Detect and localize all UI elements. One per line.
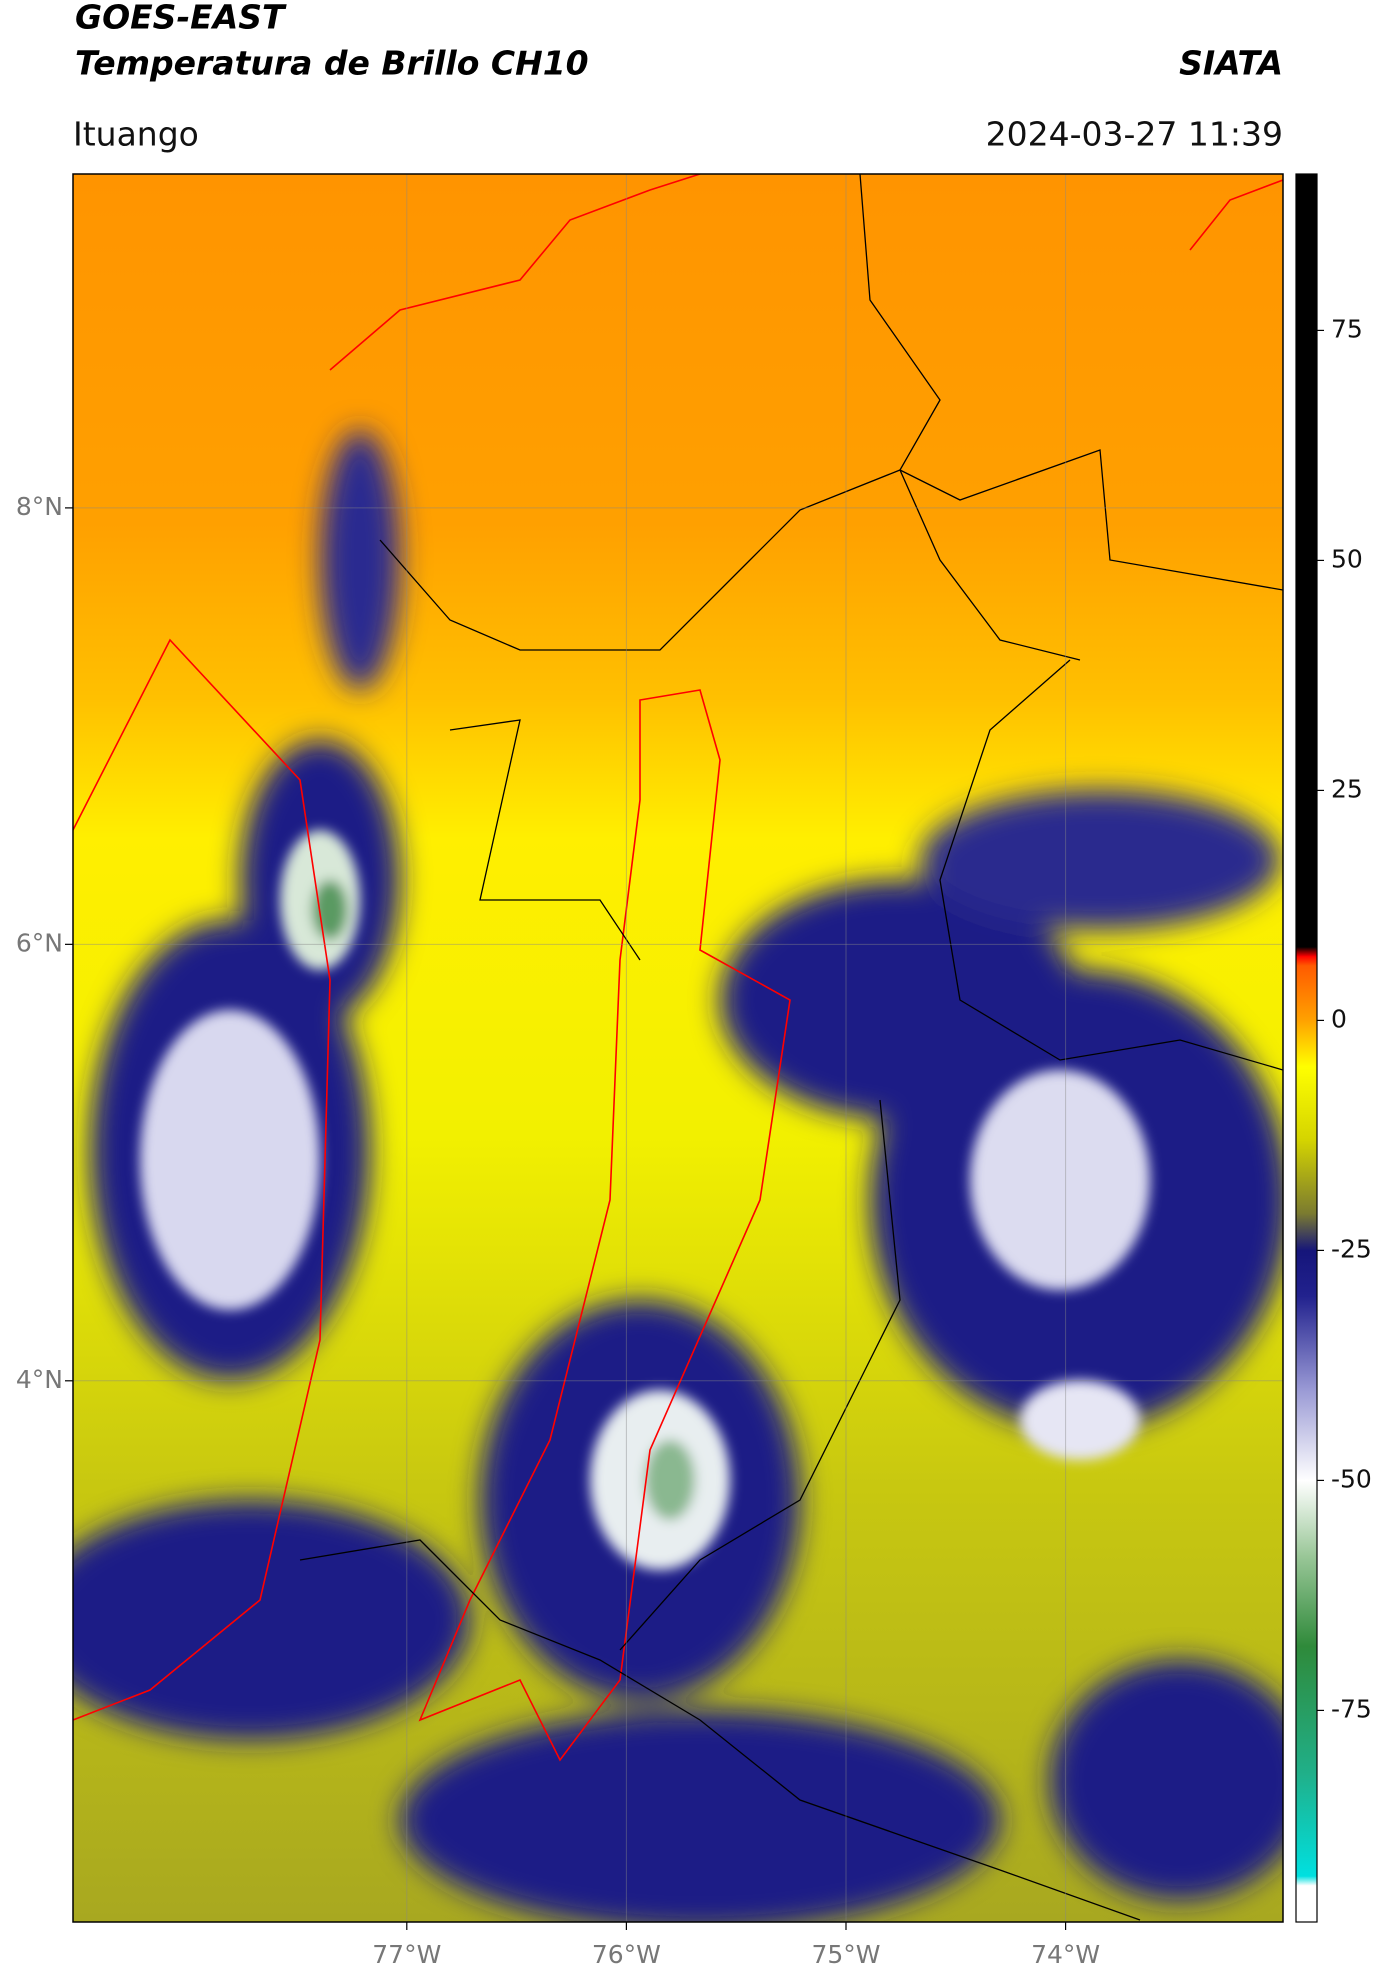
- y-tick-label: 6°N: [16, 928, 63, 957]
- colorbar-tick-label: -25: [1331, 1234, 1372, 1263]
- colorbar-segment: [1296, 1876, 1317, 1886]
- x-tick-label: 77°W: [372, 1940, 441, 1969]
- x-tick-label: 75°W: [811, 1940, 880, 1969]
- x-tick-label: 74°W: [1031, 1940, 1100, 1969]
- y-tick-label: 8°N: [16, 492, 63, 521]
- grid: [73, 174, 1283, 1922]
- colorbar-segment: [1296, 946, 1317, 957]
- x-tick-label: 76°W: [592, 1940, 661, 1969]
- title: GOES-EAST: [75, 0, 287, 37]
- colorbar-segment: [1296, 1250, 1317, 1297]
- colorbar-segment: [1296, 1885, 1317, 1923]
- colorbar-segment: [1296, 1554, 1317, 1647]
- location: Ituango: [73, 115, 199, 154]
- colorbar-tick-label: -50: [1331, 1464, 1372, 1493]
- datetime: 2024-03-27 11:39: [986, 115, 1283, 154]
- colorbar-segment: [1296, 965, 1317, 1021]
- colorbar-tick-label: 50: [1331, 544, 1363, 573]
- colorbar-segment: [1296, 1646, 1317, 1776]
- colorbar-tick-label: -75: [1331, 1694, 1372, 1723]
- colorbar-segment: [1296, 1066, 1317, 1141]
- colorbar-segment: [1296, 1020, 1317, 1067]
- colorbar-segment: [1296, 174, 1317, 948]
- colorbar-segment: [1296, 1480, 1317, 1555]
- colorbar-segment: [1296, 1388, 1317, 1481]
- colorbar-segment: [1296, 1213, 1317, 1251]
- colorbar-segment: [1296, 1140, 1317, 1215]
- colorbar: [1296, 174, 1317, 1923]
- brand: SIATA: [1179, 44, 1283, 83]
- colorbar-tick-label: 0: [1331, 1004, 1347, 1033]
- colorbar-tick-label: 25: [1331, 774, 1363, 803]
- satellite-image: [73, 174, 1283, 1922]
- subtitle: Temperatura de Brillo CH10: [75, 44, 589, 83]
- colorbar-frame: [1295, 173, 1318, 1923]
- colorbar-segment: [1296, 1296, 1317, 1389]
- y-tick-label: 4°N: [16, 1365, 63, 1394]
- colorbar-tick-label: 75: [1331, 314, 1363, 343]
- colorbar-segment: [1296, 956, 1317, 966]
- colorbar-segment: [1296, 1774, 1317, 1877]
- map-frame: [72, 173, 1284, 1923]
